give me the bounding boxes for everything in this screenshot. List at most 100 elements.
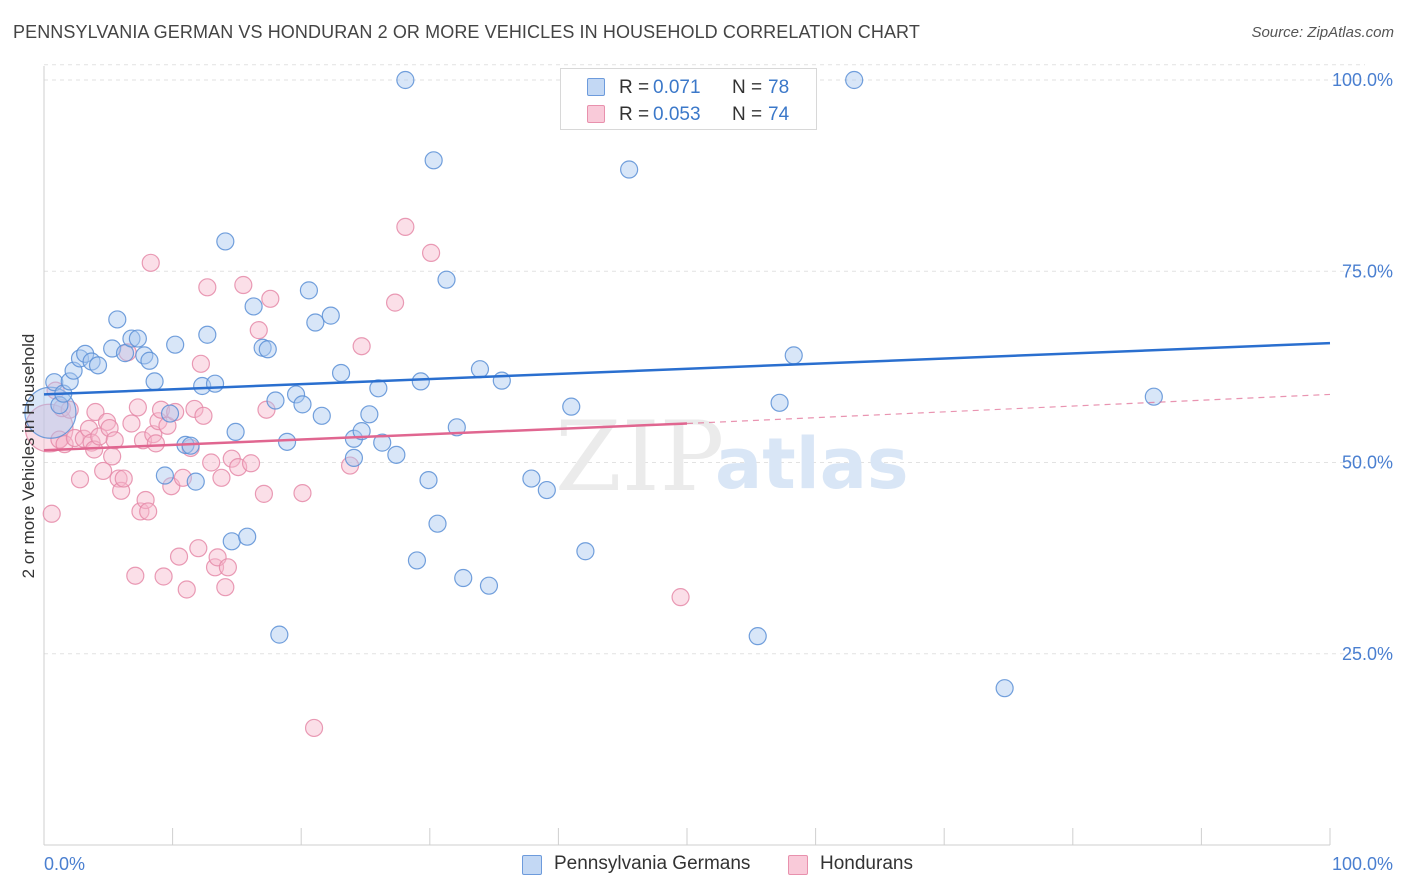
honduran-point xyxy=(52,399,72,418)
blue-swatch xyxy=(587,78,605,96)
x-tick-label: 100.0% xyxy=(1332,854,1393,874)
honduran-point xyxy=(189,539,208,558)
legend-label: Pennsylvania Germans xyxy=(554,853,751,874)
honduran-point xyxy=(241,454,261,473)
honduran-point xyxy=(103,447,122,466)
pennsylvania-german-point xyxy=(396,70,415,90)
trend-lines xyxy=(43,341,1331,452)
pennsylvania-german-point xyxy=(50,396,69,415)
honduran-point xyxy=(136,490,155,510)
n-value: 78 xyxy=(768,77,790,98)
pennsylvania-german-point xyxy=(238,527,257,546)
pennsylvania-germans-trend-line xyxy=(43,341,1331,396)
r-label: R = xyxy=(619,104,650,125)
pennsylvania-german-point xyxy=(198,325,217,344)
grid-lines xyxy=(44,64,1365,655)
pennsylvania-germans-points xyxy=(24,70,1163,698)
tick-labels: 25.0% 50.0% 75.0% 100.0% 0.0% 100.0% xyxy=(44,70,1393,874)
honduran-point xyxy=(86,402,105,422)
pennsylvania-german-point xyxy=(312,406,331,425)
pennsylvania-german-point xyxy=(447,418,466,437)
hondurans-trend-extension xyxy=(686,393,1331,425)
pennsylvania-german-point xyxy=(407,551,427,570)
pennsylvania-german-point xyxy=(135,346,154,365)
watermark-atlas: atlas xyxy=(715,423,909,505)
pennsylvania-german-point xyxy=(845,70,864,90)
y-axis-label: 2 or more Vehicles in Household xyxy=(19,333,38,579)
honduran-point xyxy=(139,502,158,521)
honduran-point xyxy=(70,470,90,489)
honduran-point xyxy=(234,275,253,295)
honduran-point xyxy=(249,321,268,340)
pennsylvania-german-point xyxy=(387,445,406,464)
axes xyxy=(43,66,1331,846)
pennsylvania-german-point xyxy=(576,542,595,561)
pennsylvania-german-point xyxy=(479,576,499,595)
pennsylvania-german-point xyxy=(122,329,141,348)
pennsylvania-german-point xyxy=(266,391,285,410)
pennsylvania-german-point xyxy=(145,372,164,391)
pennsylvania-german-point xyxy=(108,310,127,329)
pennsylvania-german-point xyxy=(244,297,263,316)
x-tick-label: 0.0% xyxy=(44,854,85,874)
pennsylvania-german-point xyxy=(24,386,77,439)
pennsylvania-german-point xyxy=(60,372,79,391)
pennsylvania-german-point xyxy=(286,385,306,404)
honduran-point xyxy=(198,278,217,297)
stats-legend: R = 0.071 N = 78 R = 0.053 N = 74 xyxy=(560,68,817,130)
n-label: N = xyxy=(732,77,763,98)
pennsylvania-german-point xyxy=(470,360,490,379)
honduran-point xyxy=(177,580,196,599)
honduran-point xyxy=(304,718,324,738)
honduran-point xyxy=(202,453,221,472)
honduran-point xyxy=(141,253,160,272)
pennsylvania-german-point xyxy=(344,448,364,468)
pennsylvania-german-point xyxy=(360,405,379,424)
r-label: R = xyxy=(619,77,650,98)
pennsylvania-german-point xyxy=(995,679,1014,698)
y-tick-label: 25.0% xyxy=(1342,644,1393,664)
pennsylvania-german-point xyxy=(562,397,581,416)
pennsylvania-german-point xyxy=(186,472,205,491)
honduran-point xyxy=(216,578,235,597)
pink-swatch xyxy=(587,105,605,123)
honduran-point xyxy=(385,293,405,312)
honduran-point xyxy=(146,434,165,453)
honduran-point xyxy=(114,469,133,488)
honduran-point xyxy=(151,400,171,419)
pennsylvania-german-point xyxy=(270,625,289,644)
hondurans-trend-line xyxy=(43,422,688,452)
pennsylvania-german-point xyxy=(770,393,789,412)
honduran-point xyxy=(261,289,280,308)
pennsylvania-german-point xyxy=(88,356,108,375)
pennsylvania-german-point xyxy=(321,306,340,325)
pennsylvania-german-point xyxy=(216,232,235,251)
source-label: Source: ZipAtlas.com xyxy=(1251,24,1394,41)
honduran-point xyxy=(105,431,124,450)
pennsylvania-german-point xyxy=(222,532,241,551)
pennsylvania-german-point xyxy=(748,627,767,646)
pink-swatch xyxy=(788,855,808,875)
honduran-point xyxy=(94,461,113,481)
honduran-point xyxy=(212,468,231,487)
honduran-point xyxy=(126,566,145,585)
y-tick-label: 100.0% xyxy=(1332,70,1393,90)
n-value: 74 xyxy=(768,104,790,125)
pennsylvania-german-point xyxy=(160,404,180,423)
honduran-point xyxy=(79,419,99,438)
legend-label: Hondurans xyxy=(820,853,913,874)
honduran-point xyxy=(396,217,415,236)
watermark-zip: ZIP xyxy=(555,401,724,513)
pennsylvania-german-point xyxy=(299,281,319,300)
n-label: N = xyxy=(732,104,763,125)
honduran-point xyxy=(218,558,237,577)
pennsylvania-german-point xyxy=(166,335,185,354)
pennsylvania-german-point xyxy=(1144,387,1163,406)
pennsylvania-german-point xyxy=(424,151,443,170)
honduran-point xyxy=(128,398,147,417)
honduran-point xyxy=(154,567,173,586)
y-tick-label: 75.0% xyxy=(1342,261,1393,281)
honduran-point xyxy=(42,504,61,523)
pennsylvania-german-point xyxy=(784,346,803,365)
